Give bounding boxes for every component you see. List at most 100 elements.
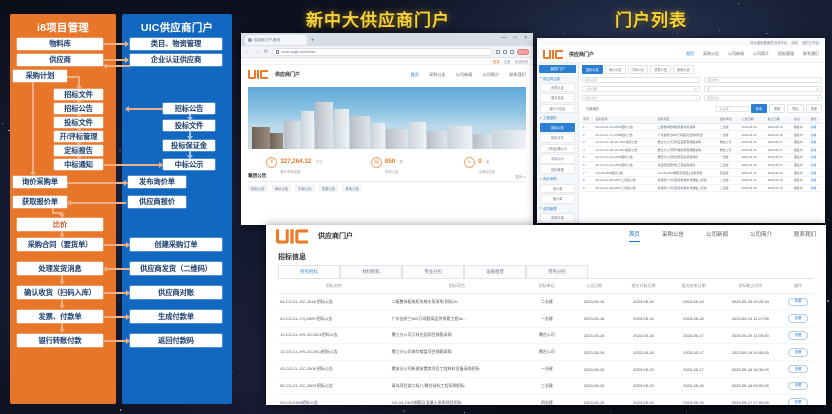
filter-select[interactable]: --请选择-- xyxy=(715,106,749,112)
flow-node-invoice-payment[interactable]: 发票、付款单 xyxy=(17,310,103,323)
tab-all-bids[interactable]: 所有招标 xyxy=(278,265,340,278)
sidebar-item-qualification[interactable]: 资质认证 xyxy=(540,83,575,93)
search-button[interactable]: 查询 xyxy=(751,104,767,113)
filter-project-status[interactable]: 项目状态 ▾ xyxy=(704,95,822,101)
nav-item-about[interactable]: 公司简介 xyxy=(482,72,499,78)
cell[interactable]: 查看 xyxy=(809,123,822,131)
flow-node-bid-deposit[interactable]: 投标保证金 xyxy=(163,140,215,151)
flow-node-category-material-mgmt[interactable]: 类目、物资管理 xyxy=(130,38,222,50)
nav-item-contact[interactable]: 联系我们 xyxy=(803,51,819,57)
reset-button[interactable]: 重置 xyxy=(769,104,785,113)
nav-item-procurement[interactable]: 采购公告 xyxy=(429,72,446,78)
view-button[interactable]: 查看 xyxy=(788,314,807,323)
sidebar-item-bid-announcement[interactable]: 招标公告 xyxy=(540,123,575,133)
flow-node-bid-opening-management[interactable]: 开/评标管理 xyxy=(54,131,103,142)
nav-item-home[interactable]: 首页 xyxy=(411,72,419,78)
tab-labor-sub[interactable]: 劳务分包 xyxy=(526,265,588,278)
nav-item-home[interactable]: 首页 xyxy=(629,230,640,242)
view-button[interactable]: 查看 xyxy=(788,298,807,307)
sidebar-group-inquiry[interactable]: ▾ 询价采购 xyxy=(537,175,578,183)
more-link[interactable]: 更多>> xyxy=(515,174,526,179)
cell[interactable]: 查看 xyxy=(809,184,822,192)
chip-change[interactable]: 变更公告 xyxy=(319,185,339,192)
cell[interactable]: 查看 xyxy=(809,154,822,162)
filter-date-from[interactable]: 公告日期 ▤ xyxy=(582,86,700,92)
flow-node-return-payment-code[interactable]: 返回付款码 xyxy=(130,334,222,347)
workspace-link[interactable]: 我的工作台 xyxy=(802,40,819,45)
sidebar-group-contract[interactable]: ▾ 合同管理 xyxy=(537,204,578,212)
nav-item-news[interactable]: 公司新闻 xyxy=(456,72,473,78)
table-row[interactable]: 7 GC-04-2309招标公告 GC-04-2309钢筋及混凝土采购项目 四冶建 20… xyxy=(582,169,822,177)
flow-node-publish-inquiry[interactable]: 发布询价单 xyxy=(128,176,186,188)
flow-node-create-purchase-order[interactable]: 创建采购订单 xyxy=(130,238,222,251)
register-link[interactable]: 注册 xyxy=(504,59,511,64)
tab-inquiry[interactable]: 询价公告 xyxy=(605,65,626,74)
window-controls[interactable]: — □ × xyxy=(501,35,530,41)
tab-equipment-lease[interactable]: 设备租赁 xyxy=(464,265,526,278)
flow-node-price-comparison[interactable]: 比价 xyxy=(17,218,103,231)
nav-item-bid-mgmt[interactable]: 招标管理 xyxy=(778,51,794,57)
cell[interactable]: 查看 xyxy=(809,146,822,154)
table-row[interactable]: GC-04-2309招标公告 GC-04-2309钢筋及混凝土采购项目招标 四冶建 2… xyxy=(278,394,814,405)
flow-node-generate-payment-order[interactable]: 生成付款单 xyxy=(130,310,222,323)
view-button[interactable]: 查看 xyxy=(788,398,807,405)
table-row[interactable]: 8 02-CG-CL-MS-2527二标段公告 新建南人才社区综合体水月楼板二标段二… xyxy=(582,176,822,184)
sidebar-item-inquiry-order[interactable]: 询价单 xyxy=(540,184,575,194)
flow-node-supplier[interactable]: 供应商 xyxy=(17,54,103,66)
table-row[interactable]: 12-CG-CL-HS-JG-2514招标公告 鹰立分公司南华楼盘项目钢筋采购 鹰台… xyxy=(278,344,814,361)
export-button[interactable]: 导出 xyxy=(787,104,803,113)
view-button[interactable]: 查看 xyxy=(788,365,807,374)
table-row[interactable]: 05-CG-CL-GC-2503 招标公告 青岛项目部二标八/舞台绿化工程采购招标… xyxy=(278,377,814,394)
browser-nav-buttons[interactable]: ← → ⟳ xyxy=(245,49,269,55)
sidebar-item-purchase-order[interactable]: 采购订单 xyxy=(540,213,575,223)
tab-other[interactable]: 其他公告 xyxy=(673,65,694,74)
flow-node-award-report[interactable]: 定标报告 xyxy=(54,145,103,156)
flow-node-bid-document[interactable]: 招标文件 xyxy=(54,89,103,100)
sidebar-item-bid-mgmt[interactable]: 招标管理 xyxy=(540,164,575,174)
cell[interactable]: 查看 xyxy=(809,131,822,139)
sidebar-item-opening-result[interactable]: 开标结果公示 xyxy=(540,144,575,154)
messages-link[interactable]: 消息 xyxy=(791,40,798,45)
tab-bid-announcement[interactable]: 招标公告 xyxy=(582,65,603,74)
sidebar-group-supplier-reg[interactable]: ▾ 供应商注册 xyxy=(537,74,578,82)
sidebar-item-tender-doc[interactable]: 投标文件 xyxy=(540,133,575,143)
view-button-cell[interactable]: 查看 xyxy=(782,294,814,311)
profile-avatar[interactable] xyxy=(517,49,529,55)
nav-item-news[interactable]: 公司新闻 xyxy=(706,230,728,242)
view-button[interactable]: 查看 xyxy=(788,348,807,357)
table-row[interactable]: 4 12-CG-CL-HS-JG-2514招标公告 鹰立分公司南华楼盘项目钢筋采购鹰… xyxy=(582,146,822,154)
flow-node-bank-transfer[interactable]: 银行转账付款 xyxy=(17,334,103,347)
filter-date-to[interactable]: 至 ▤ xyxy=(704,86,822,92)
table-row[interactable]: 03-CG-CL-GC-2508 招标公告 鹰安分公司新建安置房项目工程材料设备采… xyxy=(278,361,814,378)
sidebar-my-portal-button[interactable]: 我的门户 xyxy=(539,65,576,73)
extension-icon[interactable] xyxy=(503,50,507,54)
flow-node-get-quotation[interactable]: 获取报价单 xyxy=(13,196,67,208)
chip-inquiry[interactable]: 询价公告 xyxy=(272,185,292,192)
sidebar-group-engineering-bid[interactable]: ▾ 工程招标 xyxy=(537,114,578,122)
chip-award[interactable]: 中标公示 xyxy=(295,185,315,192)
table-row[interactable]: 2 03-CG-CL-YQ-2509招标公告 广东金桥兰800万间超高层供排管道 一冶… xyxy=(582,131,822,139)
sidebar-item-bank-info[interactable]: 银行卡信息 xyxy=(540,104,575,114)
star-icon[interactable] xyxy=(496,50,500,54)
browser-toolbar-icons[interactable] xyxy=(496,49,529,55)
flow-node-uic-tender-document[interactable]: 投标文件 xyxy=(163,120,215,131)
tab-professional-sub[interactable]: 专业分包 xyxy=(402,265,464,278)
close-button[interactable]: 关闭 xyxy=(806,104,822,113)
nav-item-home[interactable]: 首页 xyxy=(686,51,694,57)
filter-bid-name[interactable]: 招标名称 xyxy=(582,77,700,83)
nav-item-about[interactable]: 公司简介 xyxy=(753,51,769,57)
table-row[interactable]: 6 05-CG-CL-GC-2503招标公告 青岛项目部绿化工程采购招标 三冶建 202… xyxy=(582,161,822,169)
table-row[interactable]: 04-CG-CL-GC-2516 招标公告 二级整体配电柜系统水泵采购 招标20.… xyxy=(278,294,814,311)
filter-checkbox-mine[interactable]: 只看我的 xyxy=(582,105,603,112)
cell[interactable]: 查看 xyxy=(809,138,822,146)
flow-node-supplier-shipment-qr[interactable]: 供应商发货（二维码） xyxy=(130,262,222,275)
nav-item-procurement[interactable]: 采购公告 xyxy=(703,51,719,57)
table-row[interactable]: 03-CG-CL-YQ-2509 招标公告 广东金桥兰800万间超高层供排管工程3… xyxy=(278,310,814,327)
flow-node-inquiry-order[interactable]: 询价采购单 xyxy=(13,176,67,188)
filter-bid-unit[interactable]: 招标单位 xyxy=(704,77,822,83)
cell[interactable]: 查看 xyxy=(809,161,822,169)
view-button[interactable]: 查看 xyxy=(788,331,807,340)
view-button-cell[interactable]: 查看 xyxy=(782,361,814,378)
browser-tab[interactable]: 供应商门户-首页 xyxy=(245,35,307,45)
view-button[interactable]: 查看 xyxy=(788,382,807,391)
